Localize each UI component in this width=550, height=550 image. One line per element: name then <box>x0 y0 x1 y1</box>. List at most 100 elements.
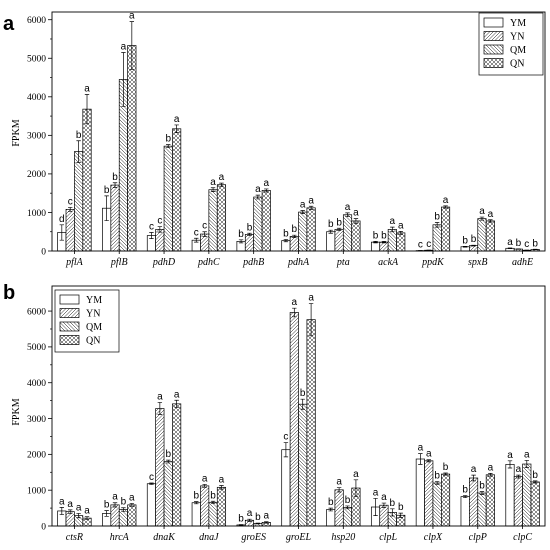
significance-letter: b <box>328 497 334 508</box>
bar-qn-ppdk <box>441 206 451 252</box>
significance-letter: a <box>507 237 513 248</box>
significance-letter: b <box>434 471 440 482</box>
significance-letter: b <box>300 388 306 399</box>
error-bar <box>479 491 485 495</box>
error-bar <box>174 124 179 134</box>
significance-letter: a <box>426 449 432 460</box>
error-bar <box>149 482 154 485</box>
significance-letter: a <box>373 487 379 498</box>
error-bar <box>336 227 342 231</box>
x-tick-label: clpC <box>513 532 532 543</box>
legend-swatch-qn <box>59 335 80 345</box>
x-tick-label: ctsR <box>66 532 83 543</box>
error-bar <box>264 188 269 193</box>
x-tick-label: clpX <box>424 532 443 543</box>
significance-letter: a <box>308 293 314 304</box>
significance-letter: b <box>210 490 216 501</box>
y-tick-label: 0 <box>41 522 46 532</box>
error-bar <box>390 508 395 517</box>
axes: 0 1000 2000 3000 4000 5000 6000 pflA pflB pdhD pdh… <box>27 11 546 268</box>
significance-letter: c <box>157 216 162 227</box>
legend-label-yn: YN <box>86 309 100 320</box>
x-tick-label: pflB <box>110 257 128 268</box>
significance-letter: c <box>418 239 423 250</box>
error-bar <box>166 459 171 464</box>
error-bar <box>129 503 135 507</box>
bar-qn-hrca <box>127 504 137 527</box>
legend-swatch-ym <box>483 17 504 28</box>
bar-qn-pflb <box>127 45 137 252</box>
significance-letter: a <box>507 450 513 461</box>
bar-qn-dnaj <box>216 486 227 527</box>
error-bar <box>516 474 521 479</box>
error-bar <box>166 144 171 149</box>
error-bar <box>300 210 305 214</box>
error-bar <box>488 219 493 223</box>
error-bar <box>524 460 529 468</box>
bar-qm-pfla <box>74 151 84 252</box>
bar-ym-groel <box>281 449 291 527</box>
significance-letter: a <box>255 184 261 195</box>
significance-letter: c <box>524 239 529 250</box>
error-bar <box>76 140 81 163</box>
error-bar <box>426 459 431 463</box>
bar-ym-pdha <box>281 240 291 252</box>
error-bars <box>59 303 538 526</box>
error-bar <box>59 507 65 515</box>
error-bar <box>345 505 350 510</box>
error-bar <box>308 205 314 210</box>
significance-letter: a <box>300 200 306 211</box>
bar-qm-pdhc <box>208 189 218 252</box>
bar-qm-ppdk <box>432 224 442 252</box>
legend: YM YN QM QN <box>54 289 120 353</box>
error-bar <box>283 239 289 243</box>
error-bar <box>381 241 387 244</box>
bar-ym-clpx <box>415 458 425 527</box>
x-tick-label: pdhA <box>287 257 310 268</box>
error-bar <box>219 485 224 490</box>
legend-label-qn: QN <box>510 59 524 70</box>
significance-letter: b <box>165 134 171 145</box>
significance-letter: b <box>104 185 110 196</box>
error-bar <box>68 509 73 514</box>
significance-letter: b <box>462 235 468 246</box>
error-bar <box>471 474 476 482</box>
significance-letter: b <box>532 470 538 481</box>
error-bar <box>76 513 81 519</box>
error-bar <box>157 402 163 415</box>
bar-qn-pdha <box>306 207 316 252</box>
x-tick-label: spxB <box>468 257 487 268</box>
bar-qn-dnak <box>172 403 182 527</box>
error-bar <box>68 207 73 212</box>
significance-letter: a <box>398 220 404 231</box>
significance-letter: a <box>488 462 494 473</box>
significance-letter: b <box>336 217 342 228</box>
error-bar <box>149 232 154 240</box>
panel-label: a <box>3 13 15 35</box>
error-bar <box>255 522 261 525</box>
bar-ym-clpp <box>460 496 470 527</box>
significance-letter: b <box>247 222 253 233</box>
legend-swatch-yn <box>483 31 504 41</box>
significance-letter: a <box>479 206 485 217</box>
error-bar <box>373 498 378 516</box>
bar-qn-groel <box>306 319 316 527</box>
error-bar <box>443 205 448 209</box>
significance-letter: b <box>443 462 449 473</box>
bar-qm-clpx <box>432 482 442 527</box>
significance-letter: b <box>471 234 477 245</box>
significance-letter: a <box>174 114 180 125</box>
bar-qm-pdha <box>298 211 308 252</box>
bar-yn-pdha <box>289 236 299 252</box>
significance-letter: a <box>67 499 73 510</box>
significance-letter: a <box>443 195 449 206</box>
error-bar <box>462 495 468 499</box>
error-bar <box>353 479 359 497</box>
y-tick-label: 1000 <box>27 209 46 219</box>
significance-letter: b <box>328 219 334 230</box>
x-tick-label: adhE <box>512 257 533 268</box>
significance-letter: b <box>532 238 538 249</box>
x-tick-label: pta <box>336 257 350 268</box>
significance-letter: b <box>165 449 171 460</box>
significance-letter: b <box>345 495 351 506</box>
